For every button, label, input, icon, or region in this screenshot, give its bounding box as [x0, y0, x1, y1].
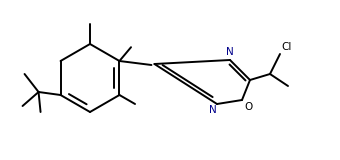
- Text: Cl: Cl: [281, 42, 291, 52]
- Text: N: N: [226, 47, 234, 57]
- Text: N: N: [209, 105, 217, 115]
- Text: O: O: [244, 102, 252, 112]
